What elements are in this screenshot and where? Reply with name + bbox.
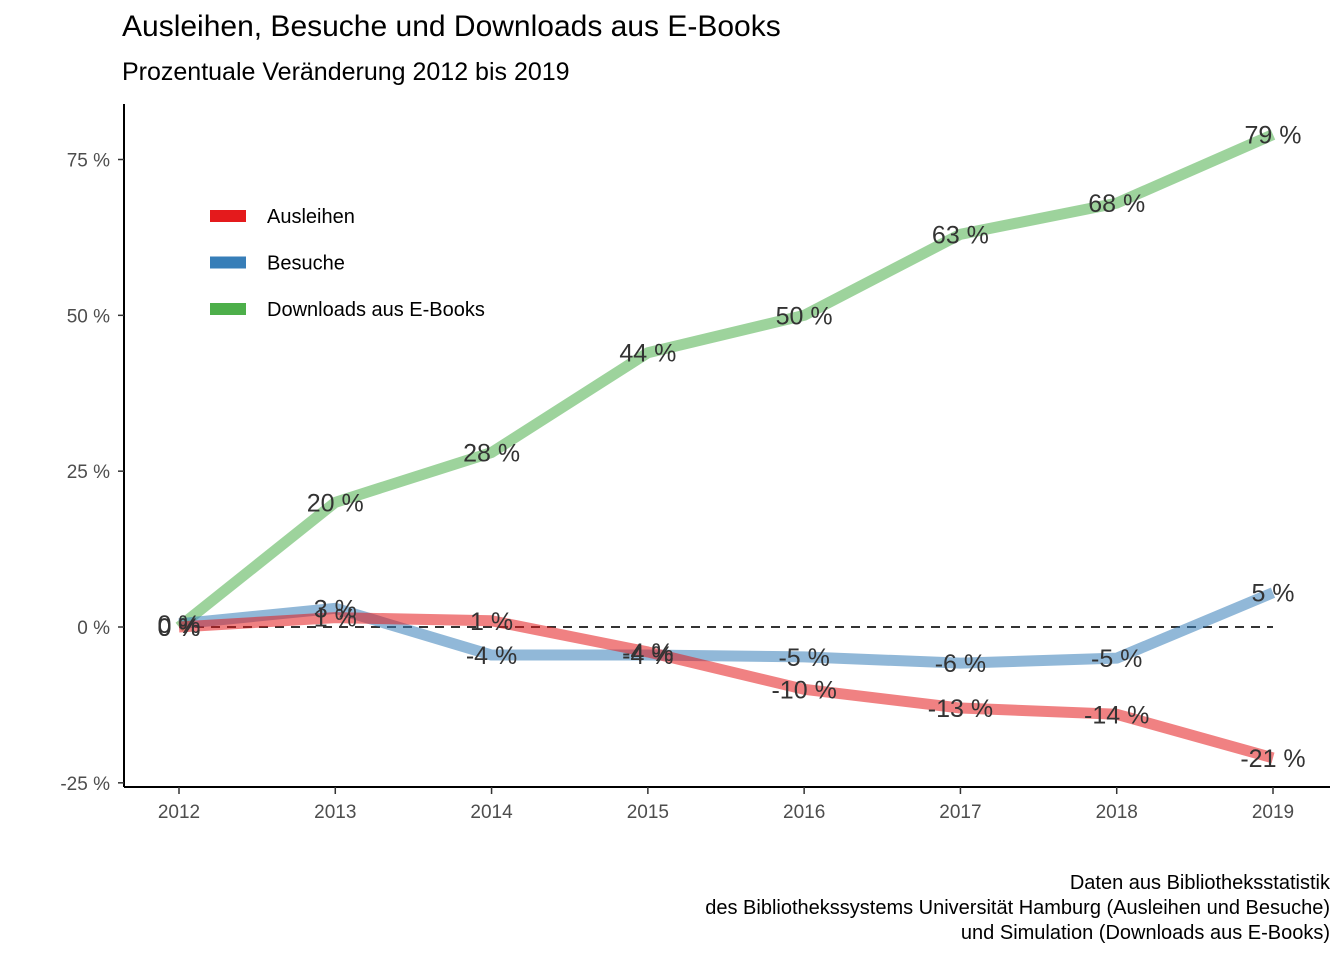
y-tick-label: -25 % — [60, 774, 110, 795]
data-label: -10 % — [771, 676, 836, 704]
data-label: 50 % — [776, 302, 833, 330]
series-line-ausleihen — [178, 612, 1275, 764]
data-label: -6 % — [935, 650, 986, 678]
legend-key — [210, 303, 246, 315]
legend-key — [210, 210, 246, 222]
data-label: 0 % — [157, 614, 200, 642]
data-label: 1 % — [314, 605, 357, 633]
data-label: 79 % — [1245, 122, 1302, 150]
data-label: 3 % — [314, 595, 357, 623]
data-label: 44 % — [619, 340, 676, 368]
data-label: 68 % — [1088, 190, 1145, 218]
x-tick-label: 2013 — [314, 802, 356, 823]
x-tick-label: 2019 — [1252, 802, 1294, 823]
legend-label: Besuche — [267, 253, 345, 275]
data-label: -4 % — [466, 642, 517, 670]
data-label: 20 % — [307, 489, 364, 517]
data-label: -5 % — [1091, 645, 1142, 673]
data-label: 1 % — [470, 608, 513, 636]
data-label: -4 % — [622, 642, 673, 670]
legend-label: Ausleihen — [267, 206, 355, 228]
x-tick-label: 2017 — [939, 802, 981, 823]
data-label: -14 % — [1084, 701, 1149, 729]
data-label: -4 % — [622, 639, 673, 667]
data-label: 28 % — [463, 439, 520, 467]
x-tick-label: 2015 — [627, 802, 669, 823]
data-labels: 0 % 1 % 1 %-4 %-10 %-13 % -14 %-21 %0 %3 %-… — [157, 122, 1305, 773]
y-tick-label: 25 % — [67, 462, 110, 483]
legend: Ausleihen Besuche Downloads aus E-Books — [210, 206, 485, 321]
legend-label: Downloads aus E-Books — [267, 299, 485, 321]
caption-line-1: Daten aus Bibliotheksstatistik — [1069, 872, 1330, 894]
data-label: -13 % — [928, 695, 993, 723]
series-lines — [175, 129, 1276, 764]
x-tick-label: 2018 — [1096, 802, 1138, 823]
chart-subtitle: Prozentuale Veränderung 2012 bis 2019 — [122, 58, 570, 86]
y-tick-label: 75 % — [67, 151, 110, 172]
caption-line-3: und Simulation (Downloads aus E-Books) — [960, 922, 1330, 944]
caption-line-2: des Bibliothekssystems Universität Hambu… — [705, 897, 1330, 919]
y-tick-label: 0 % — [77, 618, 110, 639]
x-tick-label: 2014 — [470, 802, 513, 823]
data-label: 63 % — [932, 221, 989, 249]
axes: -25 % 0 % 25 % 50 % 75 % 2012 2013 2014 2015 2016… — [60, 104, 1330, 823]
chart-title: Ausleihen, Besuche und Downloads aus E-B… — [122, 10, 781, 43]
data-label: 0 % — [157, 614, 200, 642]
chart-caption: Daten aus Bibliotheksstatistik des Bibli… — [705, 871, 1330, 946]
x-tick-label: 2012 — [158, 802, 200, 823]
x-tick-label: 2016 — [783, 802, 825, 823]
data-label: 5 % — [1251, 580, 1294, 608]
legend-key — [210, 256, 246, 269]
series-line-downloads-aus-e-books — [175, 129, 1276, 632]
data-label: 0 % — [157, 611, 200, 639]
y-tick-label: 50 % — [67, 306, 110, 327]
data-label: -21 % — [1240, 745, 1305, 773]
data-label: -5 % — [778, 644, 829, 672]
